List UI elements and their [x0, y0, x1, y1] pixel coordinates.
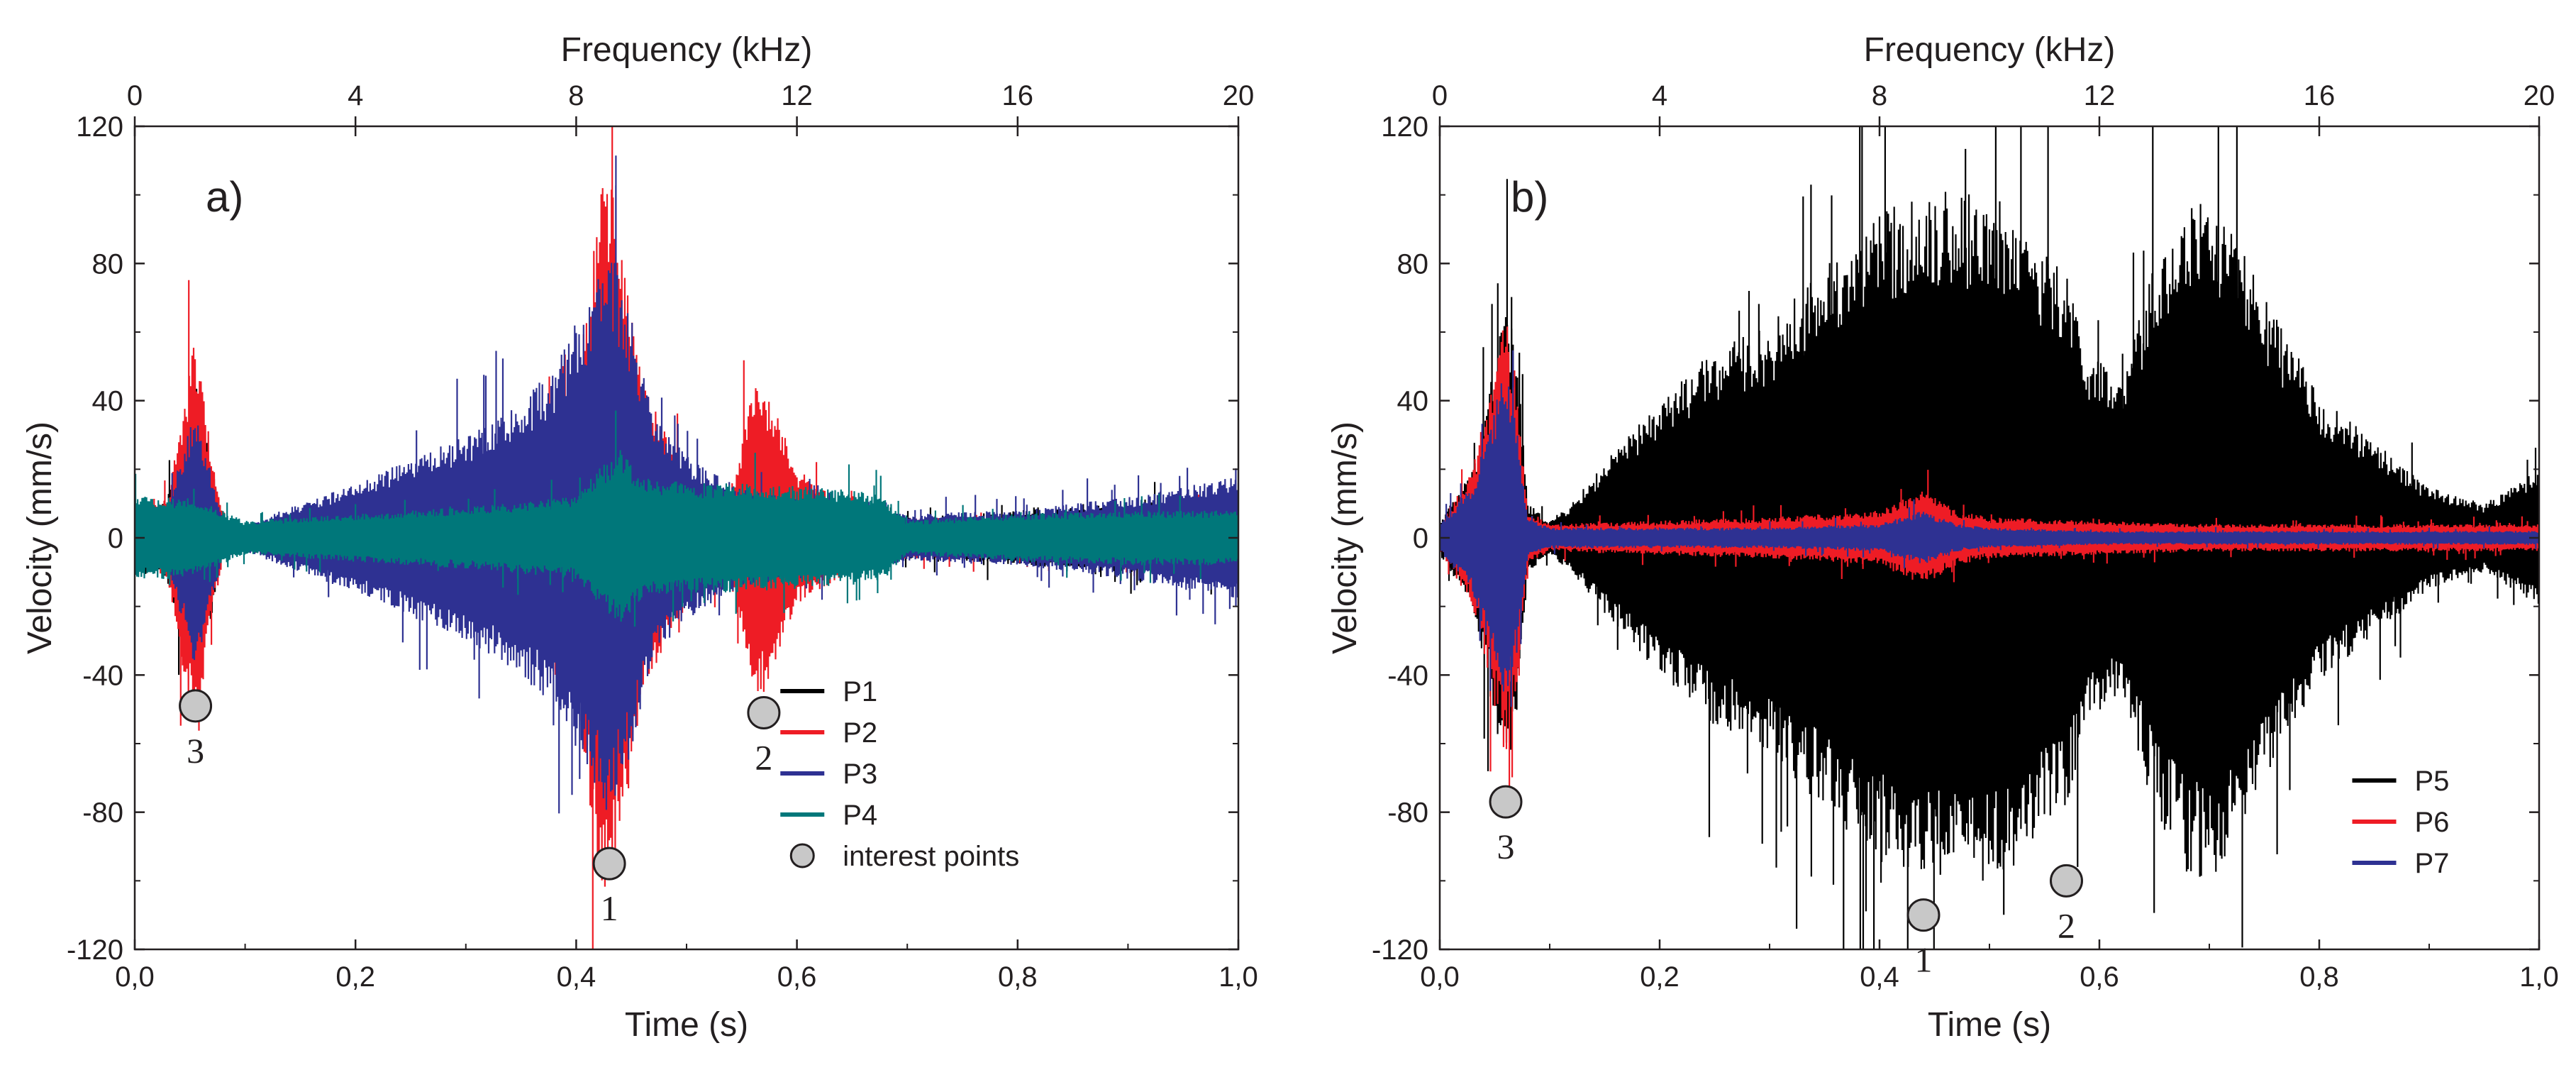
y-tick-label: -40 [82, 660, 123, 691]
interest-point-label: 3 [187, 731, 204, 771]
interest-point-label: 3 [1497, 827, 1515, 866]
interest-point-marker [1489, 785, 1523, 819]
y-tick-label: 80 [1397, 248, 1429, 280]
x-axis-label: Time (s) [625, 1006, 748, 1044]
interest-point-marker [592, 846, 626, 881]
panel-label: a) [206, 173, 243, 221]
y-tick-label: 0 [108, 523, 123, 554]
x2-tick-label: 4 [348, 80, 363, 111]
interest-point-label: 1 [1915, 940, 1933, 980]
x2-axis-label: Frequency (kHz) [1864, 31, 2116, 69]
interest-point-marker [747, 696, 781, 729]
x-axis-label: Time (s) [1928, 1006, 2051, 1044]
interest-point-marker [1906, 898, 1941, 932]
x-tick-label: 0,0 [1420, 961, 1460, 993]
x2-tick-label: 8 [568, 80, 584, 111]
x2-tick-label: 16 [1002, 80, 1034, 111]
y-tick-label: 120 [1381, 111, 1428, 143]
x-tick-label: 0,4 [557, 961, 596, 993]
x2-tick-label: 4 [1652, 80, 1667, 111]
panel-a: 0,0 0,2 0,4 0,6 0,8 1,00 4 8 12 16 2012080400-40-8… [21, 31, 1258, 1044]
y-tick-label: 40 [1397, 386, 1429, 417]
interest-point-label: 1 [601, 888, 618, 928]
y-tick-label: -80 [1387, 798, 1428, 829]
legend-label: P2 [843, 717, 877, 749]
x-tick-label: 0,8 [2299, 961, 2339, 993]
series-p4 [135, 410, 1238, 627]
plot-area [135, 126, 1238, 949]
y-tick-label: 80 [92, 248, 124, 280]
interest-point-marker [2050, 864, 2083, 898]
x-tick-label: 0,8 [998, 961, 1038, 993]
legend-label: P6 [2415, 807, 2450, 838]
legend-label: interest points [843, 841, 1019, 872]
x2-tick-label: 8 [1872, 80, 1887, 111]
legend-label: P5 [2415, 766, 2450, 797]
y-tick-label: -80 [82, 798, 123, 829]
x2-tick-label: 20 [2524, 80, 2555, 111]
x-tick-label: 0,2 [335, 961, 375, 993]
x2-tick-label: 16 [2304, 80, 2336, 111]
x-tick-label: 1,0 [2519, 961, 2559, 993]
y-axis-label: Velocity (mm/s) [1326, 421, 1364, 654]
y-tick-label: 120 [76, 111, 123, 143]
x2-axis-label: Frequency (kHz) [561, 31, 813, 69]
x2-tick-label: 0 [1432, 80, 1448, 111]
interest-point-label: 2 [755, 738, 772, 778]
legend-label: P4 [843, 800, 877, 831]
series-p7 [1440, 350, 2539, 707]
x2-tick-label: 12 [2084, 80, 2116, 111]
legend-label: P1 [843, 676, 877, 707]
x2-tick-label: 0 [127, 80, 143, 111]
panel-b: 0,0 0,2 0,4 0,6 0,8 1,00 4 8 12 16 2012080400-40-8… [1326, 31, 2559, 1044]
series-p6 [1440, 326, 2539, 813]
x-tick-label: 0,0 [115, 961, 155, 993]
x2-tick-label: 12 [781, 80, 813, 111]
x-tick-label: 0,2 [1640, 961, 1680, 993]
x-tick-label: 1,0 [1218, 961, 1258, 993]
y-tick-label: 0 [1413, 523, 1428, 554]
series-p3 [135, 155, 1238, 814]
panel-label: b) [1511, 173, 1548, 221]
y-tick-label: -40 [1387, 660, 1428, 691]
plot-area [1440, 126, 2539, 949]
y-axis-label: Velocity (mm/s) [21, 421, 59, 654]
x-tick-label: 0,6 [777, 961, 817, 993]
legend-label: P3 [843, 759, 877, 790]
y-tick-label: -120 [67, 934, 123, 966]
interest-point-marker [179, 689, 213, 723]
y-tick-label: 40 [92, 386, 124, 417]
legend-label: P7 [2415, 848, 2450, 879]
x2-tick-label: 20 [1223, 80, 1255, 111]
x-tick-label: 0,4 [1860, 961, 1899, 993]
legend-marker-interest-points [789, 843, 815, 868]
x-tick-label: 0,6 [2080, 961, 2119, 993]
y-tick-label: -120 [1372, 934, 1428, 966]
interest-point-label: 2 [2058, 905, 2075, 945]
